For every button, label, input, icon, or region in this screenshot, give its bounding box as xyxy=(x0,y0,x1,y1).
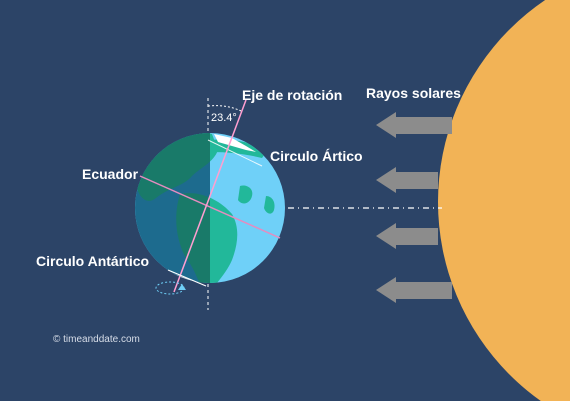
sunray-arrows xyxy=(376,112,452,303)
rotation-axis-label: Eje de rotación xyxy=(242,87,343,103)
tilt-angle-arc xyxy=(207,105,244,113)
earth xyxy=(135,133,285,283)
rotation-direction-icon xyxy=(155,281,186,295)
antarctic-circle-label: Circulo Antártico xyxy=(36,253,150,269)
sun xyxy=(438,0,570,401)
arctic-circle-line xyxy=(207,139,263,167)
sunray-arrow-icon xyxy=(376,112,452,138)
sunray-arrow-icon xyxy=(376,167,438,193)
arctic-circle-label: Circulo Ártico xyxy=(270,148,363,164)
sun-rays-label: Rayos solares xyxy=(366,85,461,101)
tilt-angle-label: 23.4° xyxy=(211,112,237,124)
rotation-axis-line xyxy=(173,99,247,293)
copyright-symbol: © xyxy=(53,334,61,345)
sunray-arrow-icon xyxy=(376,223,438,249)
antarctic-circle-line xyxy=(167,269,207,287)
equator-label: Ecuador xyxy=(82,166,139,182)
arctic-ice xyxy=(214,134,256,152)
equator-line xyxy=(139,175,281,239)
credit-text: timeanddate.com xyxy=(63,334,140,345)
sunray-arrow-icon xyxy=(376,277,452,303)
credit-line: © timeanddate.com xyxy=(53,335,140,345)
